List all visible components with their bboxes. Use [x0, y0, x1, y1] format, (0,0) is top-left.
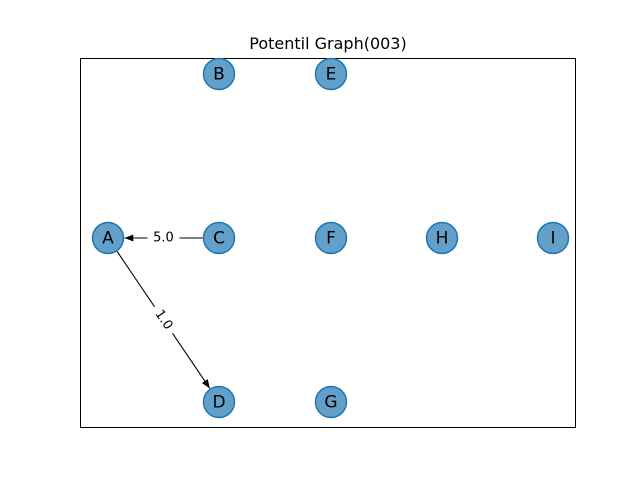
edge-label-background: [147, 229, 180, 247]
plot-title: Potentil Graph(003): [249, 34, 406, 53]
node-label: E: [326, 65, 337, 85]
edge-label-group: 5.0: [147, 229, 180, 247]
edge-label-background: [147, 301, 180, 339]
node-circle: [202, 385, 236, 419]
node-circle: [536, 221, 570, 255]
node-circle: [314, 221, 348, 255]
node-G: G: [314, 385, 348, 419]
node-H: H: [425, 221, 459, 255]
node-F: F: [314, 221, 348, 255]
node-D: D: [202, 385, 236, 419]
edges-layer: 5.0 1.0: [116, 229, 211, 389]
node-label: H: [436, 229, 449, 249]
node-label: I: [550, 229, 555, 249]
node-circle: [314, 385, 348, 419]
edge-label: 5.0: [153, 231, 174, 246]
node-circle: [202, 57, 236, 91]
node-circle: [314, 57, 348, 91]
node-label: B: [213, 65, 225, 85]
node-circle: [91, 221, 125, 255]
node-label: C: [213, 229, 225, 249]
edge-C-A: 5.0: [124, 229, 204, 247]
nodes-layer: A B C D E F G H I: [91, 57, 570, 419]
node-C: C: [202, 221, 236, 255]
node-label: D: [212, 393, 225, 413]
node-label: G: [324, 393, 337, 413]
node-I: I: [536, 221, 570, 255]
node-label: F: [326, 229, 336, 249]
edge-label-group: 1.0: [147, 301, 180, 339]
node-B: B: [202, 57, 236, 91]
edge-A-D: 1.0: [116, 250, 211, 389]
node-label: A: [102, 229, 114, 249]
node-circle: [425, 221, 459, 255]
node-E: E: [314, 57, 348, 91]
node-circle: [202, 221, 236, 255]
node-A: A: [91, 221, 125, 255]
